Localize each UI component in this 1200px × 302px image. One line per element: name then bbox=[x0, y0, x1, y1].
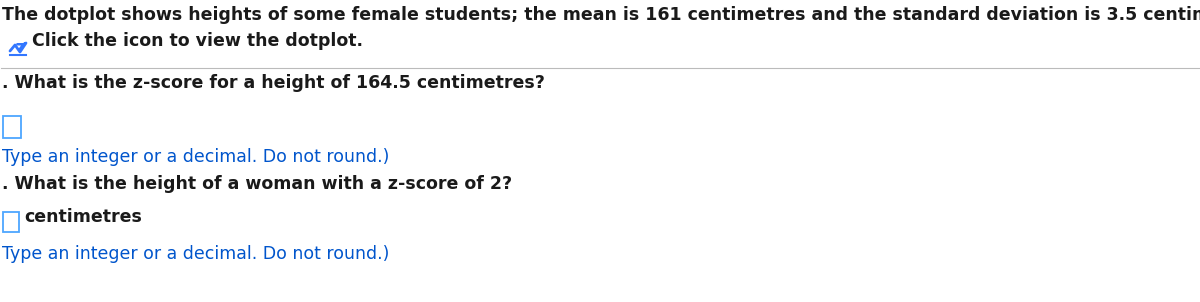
Text: . What is the z-score for a height of 164.5 centimetres?: . What is the z-score for a height of 16… bbox=[2, 74, 545, 92]
Text: Type an integer or a decimal. Do not round.): Type an integer or a decimal. Do not rou… bbox=[2, 148, 389, 166]
Text: Type an integer or a decimal. Do not round.): Type an integer or a decimal. Do not rou… bbox=[2, 245, 389, 263]
Text: Click the icon to view the dotplot.: Click the icon to view the dotplot. bbox=[32, 32, 364, 50]
Text: The dotplot shows heights of some female students; the mean is 161 centimetres a: The dotplot shows heights of some female… bbox=[2, 6, 1200, 24]
Text: centimetres: centimetres bbox=[24, 208, 142, 226]
Text: . What is the height of a woman with a z-score of 2?: . What is the height of a woman with a z… bbox=[2, 175, 512, 193]
